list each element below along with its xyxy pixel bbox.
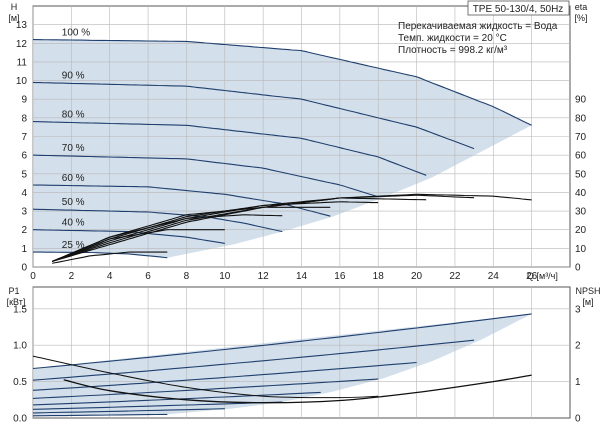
top-eta-tick-label: 80 bbox=[575, 113, 587, 124]
chart-title: TPE 50-130/4, 50Hz bbox=[473, 4, 564, 15]
top-x-tick-label: 14 bbox=[296, 271, 308, 282]
top-x-tick-label: 18 bbox=[373, 271, 385, 282]
speed-label: 70 % bbox=[62, 143, 85, 154]
top-eta-tick-label: 60 bbox=[575, 151, 587, 162]
top-eta-tick-label: 10 bbox=[575, 244, 587, 255]
info-density: Плотность = 998.2 кг/м³ bbox=[398, 45, 508, 56]
head-curve bbox=[32, 81, 475, 150]
power-curve bbox=[32, 401, 283, 410]
bottom-npsh-tick-label: 2 bbox=[575, 341, 581, 352]
speed-label: 60 % bbox=[62, 173, 85, 184]
top-y-tick-label: 7 bbox=[21, 132, 27, 143]
power-trend-curve bbox=[32, 355, 379, 399]
speed-label: 100 % bbox=[62, 28, 90, 39]
speed-label: 80 % bbox=[62, 110, 85, 121]
bottom-npsh-tick-label: 3 bbox=[575, 304, 581, 315]
title-box bbox=[467, 0, 570, 16]
top-y-tick-label: 2 bbox=[21, 225, 27, 236]
top-x-label: Q [м³/ч] bbox=[527, 271, 558, 281]
bottom-y-label: P1 bbox=[8, 286, 19, 296]
efficiency-curve bbox=[52, 229, 225, 262]
power-curve bbox=[32, 313, 532, 370]
bottom-y-tick-label: 0.5 bbox=[13, 377, 27, 388]
top-x-tick-label: 22 bbox=[449, 271, 461, 282]
top-operating-envelope bbox=[33, 39, 532, 258]
top-y-tick-label: 9 bbox=[21, 95, 27, 106]
top-x-tick-label: 16 bbox=[334, 271, 346, 282]
efficiency-curve bbox=[52, 251, 168, 264]
top-y-label: H bbox=[11, 2, 18, 12]
top-eta-tick-label: 50 bbox=[575, 169, 587, 180]
top-y-tick-label: 11 bbox=[17, 57, 28, 68]
top-y-tick-label: 1 bbox=[21, 244, 27, 255]
top-x-tick-label: 20 bbox=[411, 271, 423, 282]
bottom-y-tick-label: 0.0 bbox=[13, 414, 27, 425]
power-npsh-panel: 0.0 0.5 1.0 1.5 0 1 2 3 bbox=[13, 286, 581, 425]
info-temperature: Темп. жидкости = 20 °C bbox=[398, 33, 507, 44]
bottom-right-label: NPSH bbox=[575, 286, 600, 296]
top-y-tick-label: 4 bbox=[21, 188, 27, 199]
top-x-tick-label: 8 bbox=[184, 271, 190, 282]
top-x-tick-label: 26 bbox=[526, 271, 538, 282]
top-right-unit: [%] bbox=[574, 13, 587, 23]
top-x-tick-label: 4 bbox=[107, 271, 113, 282]
top-x-tick-label: 2 bbox=[69, 271, 75, 282]
top-y-tick-label: 13 bbox=[16, 20, 28, 31]
npsh-curve bbox=[63, 374, 532, 404]
top-y-tick-label: 8 bbox=[21, 113, 27, 124]
top-y-unit: [м] bbox=[8, 13, 19, 23]
top-eta-tick-label: 90 bbox=[575, 95, 587, 106]
top-eta-tick-label: 30 bbox=[575, 207, 587, 218]
head-curve bbox=[32, 121, 427, 176]
top-eta-tick-label: 20 bbox=[575, 225, 587, 236]
info-fluid: Перекачиваемая жидкость = Вода bbox=[398, 21, 558, 32]
bottom-y-tick-label: 1.5 bbox=[13, 304, 27, 315]
top-x-tick-label: 6 bbox=[145, 271, 151, 282]
top-eta-tick-label: 40 bbox=[575, 188, 587, 199]
head-curve bbox=[32, 154, 379, 198]
power-curve bbox=[32, 408, 225, 414]
top-y-tick-label: 3 bbox=[21, 207, 27, 218]
bottom-y-unit: [кВт] bbox=[7, 297, 26, 307]
top-y-tick-label: 10 bbox=[16, 76, 28, 87]
top-x-tick-label: 10 bbox=[219, 271, 231, 282]
top-eta-tick-label: 0 bbox=[575, 263, 581, 274]
power-curve bbox=[32, 339, 475, 381]
top-x-tick-label: 0 bbox=[30, 271, 36, 282]
bottom-npsh-tick-label: 0 bbox=[575, 414, 581, 425]
head-curve bbox=[33, 251, 168, 259]
speed-label: 90 % bbox=[62, 70, 85, 81]
speed-label: 50 % bbox=[62, 197, 85, 208]
top-right-label: eta bbox=[575, 2, 588, 12]
efficiency-curve bbox=[51, 214, 283, 262]
top-eta-tick-label: 70 bbox=[575, 132, 587, 143]
power-curve bbox=[32, 413, 168, 417]
bottom-y-tick-label: 1.0 bbox=[13, 341, 27, 352]
power-curve bbox=[32, 378, 379, 399]
bottom-operating-envelope bbox=[33, 313, 532, 416]
head-curve bbox=[32, 208, 283, 233]
top-x-tick-label: 12 bbox=[258, 271, 270, 282]
head-curve bbox=[32, 39, 532, 126]
top-y-tick-label: 6 bbox=[21, 151, 27, 162]
top-y-tick-label: 0 bbox=[21, 263, 27, 274]
bottom-right-unit: [м] bbox=[582, 297, 593, 307]
speed-label: 40 % bbox=[62, 218, 85, 229]
speed-label: 25 % bbox=[62, 240, 85, 251]
top-x-tick-label: 24 bbox=[488, 271, 500, 282]
top-y-tick-label: 12 bbox=[16, 39, 28, 50]
top-y-tick-label: 5 bbox=[21, 169, 27, 180]
bottom-npsh-tick-label: 1 bbox=[575, 377, 581, 388]
power-curve bbox=[32, 361, 417, 391]
head-efficiency-panel: 100 %90 %80 %70 %60 %50 %40 %25 %0 2 4 6 8 10… bbox=[16, 5, 587, 282]
